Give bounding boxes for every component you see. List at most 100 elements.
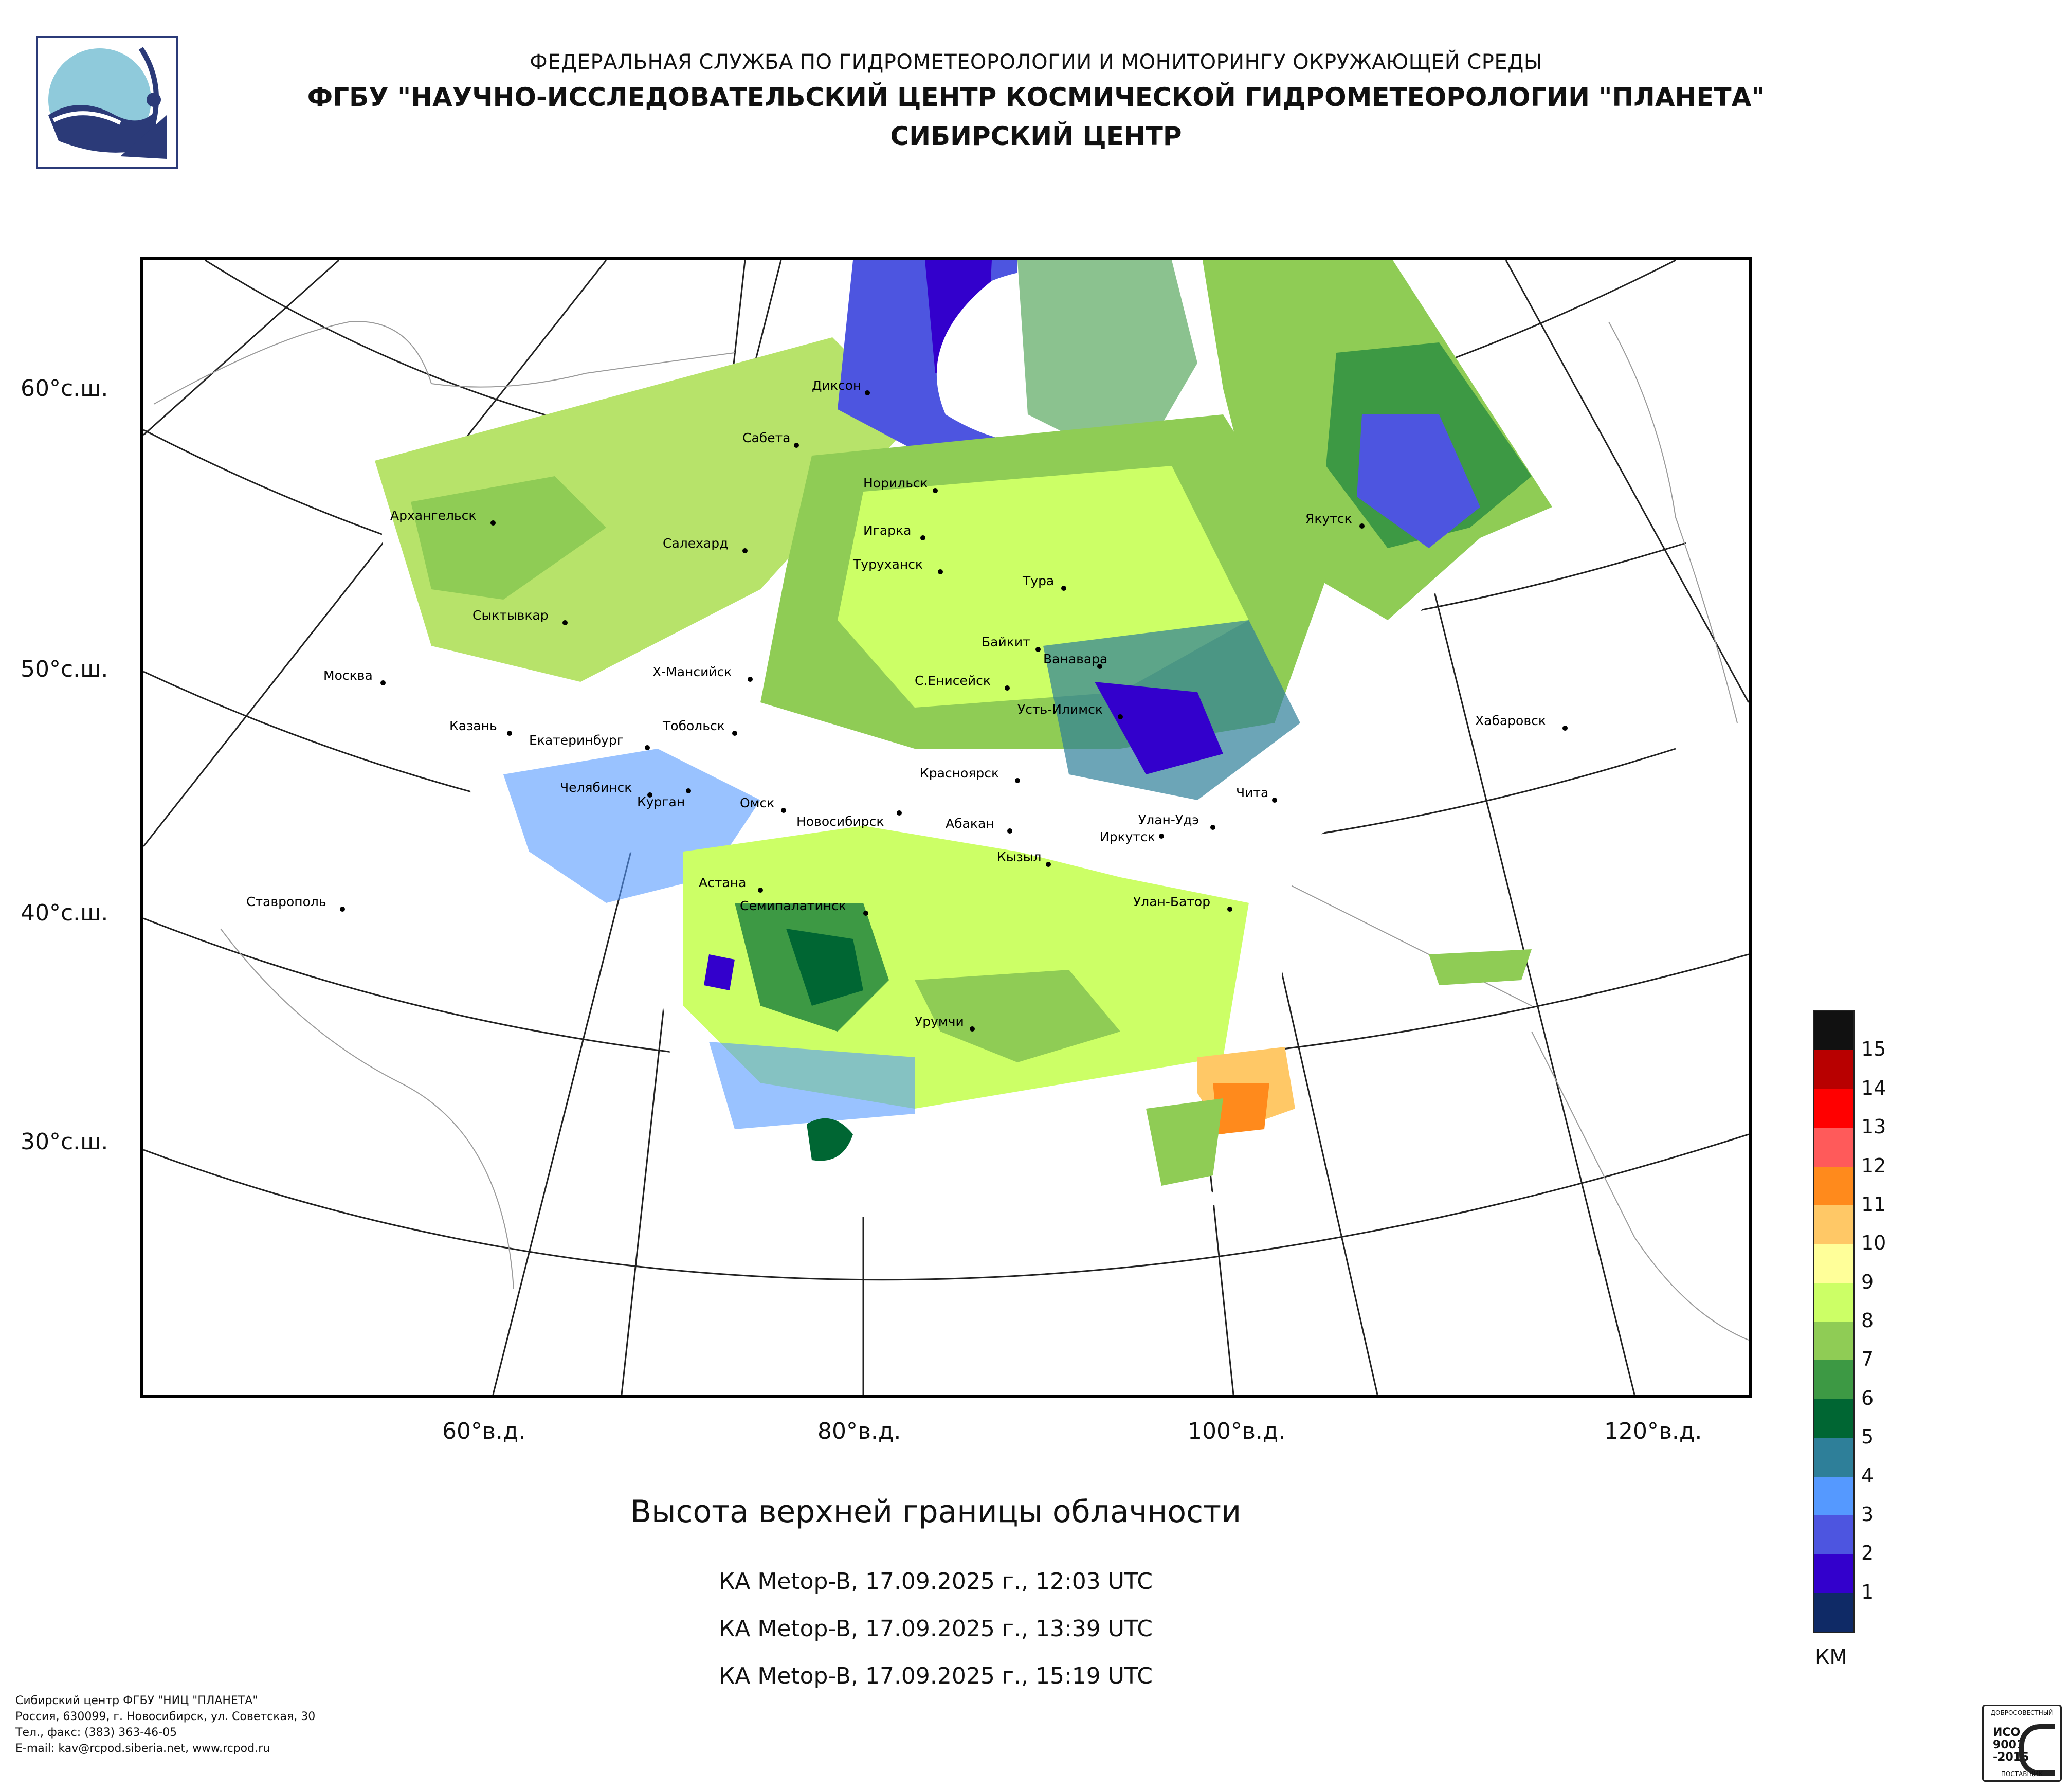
city-dot-omsk [781,808,786,813]
legend-bin [1814,1282,1853,1322]
city-label-salekhard: Салехард [663,536,728,551]
iso-badge: ДОБРОСОВЕСТНЫЙ ИСО 9001 -2015 ПОСТАВЩИК [1982,1705,2062,1782]
city-label-khmansiysk: Х-Мансийск [652,664,732,679]
city-dot-sabeta [794,443,799,448]
legend-bin [1814,1399,1853,1439]
map-graphics: Диксон Сабета Норильск Архангельск Игарк… [143,260,1749,1395]
city-dot-tura [1061,586,1066,591]
city-markers: Диксон Сабета Норильск Архангельск Игарк… [246,378,1568,1032]
legend-level-label: 5 [1861,1425,1874,1449]
city-dot-turukhansk [938,569,943,574]
satellite-pass-1: КА Metop-B, 17.09.2025 г., 12:03 UTC [719,1568,1153,1595]
city-label-s-yeniseysk: С.Енисейск [915,673,991,688]
legend-level-label: 10 [1861,1232,1886,1255]
legend-bin [1814,1554,1853,1594]
city-dot-tobolsk [732,731,737,736]
meridian-120 [1505,260,1749,703]
legend-bin [1814,1322,1853,1361]
legend-bin [1814,1476,1853,1516]
city-label-vanavara: Ванавара [1043,652,1107,666]
meridian-50 [143,260,607,847]
lat-label-50: 50°с.ш. [21,656,108,682]
legend-bin [1814,1244,1853,1283]
footer-line-4: E-mail: kav@rcpod.siberia.net, www.rcpod… [15,1742,270,1755]
header-agency: ФЕДЕРАЛЬНАЯ СЛУЖБА ПО ГИДРОМЕТЕОРОЛОГИИ … [530,50,1542,74]
lat-label-30: 30°с.ш. [21,1129,108,1155]
city-label-chita: Чита [1236,785,1268,800]
legend-bin [1814,1128,1853,1167]
legend-level-label: 4 [1861,1464,1874,1487]
city-label-ulan-bator: Улан-Батор [1133,894,1210,909]
city-dot-moskva [380,680,386,685]
iso-c-icon [2019,1724,2055,1776]
city-label-igarka: Игарка [863,523,911,538]
legend-level-label: 6 [1861,1386,1874,1409]
city-label-semipalatinsk: Семипалатинск [740,898,846,913]
city-dot-ulan-bator [1227,907,1232,912]
city-label-urumqi: Урумчи [915,1014,964,1029]
city-label-turukhansk: Туруханск [852,557,923,572]
footer-line-3: Тел., факс: (383) 363-46-05 [15,1726,177,1739]
legend-bin [1814,1089,1853,1129]
legend-bin [1814,1166,1853,1206]
city-label-tobolsk: Тобольск [662,718,725,733]
city-dot-chita [1272,798,1277,803]
legend-bin [1814,1438,1853,1477]
city-dot-arkhangelsk [490,520,496,526]
city-label-krasnoyarsk: Красноярск [920,766,999,781]
legend-level-label: 12 [1861,1154,1886,1177]
city-dot-irkutsk [1159,834,1164,839]
legend-bin [1814,1050,1853,1090]
city-label-kazan: Казань [449,718,497,733]
city-label-ulan-ude: Улан-Удэ [1138,812,1199,827]
city-dot-chelyabinsk [647,792,652,798]
satellite-pass-3: КА Metop-B, 17.09.2025 г., 15:19 UTC [719,1663,1153,1689]
city-dot-semipalatinsk [863,911,868,916]
city-label-arkhangelsk: Архангельск [390,508,477,523]
city-dot-s-yeniseysk [1005,685,1010,691]
city-label-kurgan: Курган [637,794,685,809]
city-dot-krasnoyarsk [1015,778,1020,783]
legend-unit: КМ [1815,1645,1847,1669]
legend-bin [1814,1360,1853,1400]
city-dot-vanavara [1097,664,1102,669]
lon-label-80: 80°в.д. [817,1418,901,1444]
iso-badge-bottom: ПОСТАВЩИК [2001,1770,2043,1778]
city-dot-syktyvkar [562,620,568,625]
satellite-pass-2: КА Metop-B, 17.09.2025 г., 13:39 UTC [719,1616,1153,1642]
city-dot-stavropol [340,907,345,912]
city-dot-khabarovsk [1562,726,1568,731]
lon-label-120: 120°в.д. [1604,1418,1702,1444]
city-dot-ulan-ude [1210,825,1215,830]
city-dot-dikson [865,390,870,395]
city-label-moskva: Москва [323,668,373,683]
city-label-norilsk: Норильск [863,476,928,491]
legend-level-label: 8 [1861,1309,1874,1332]
city-dot-kyzyl [1046,862,1051,867]
footer-line-1: Сибирский центр ФГБУ "НИЦ "ПЛАНЕТА" [15,1694,258,1707]
city-dot-yakutsk [1359,523,1365,529]
legend-level-label: 9 [1861,1270,1874,1293]
lon-label-100: 100°в.д. [1188,1418,1286,1444]
city-label-stavropol: Ставрополь [246,894,326,909]
city-label-yakutsk: Якутск [1305,511,1352,526]
city-label-novosibirsk: Новосибирск [796,814,884,829]
legend-bin [1814,1593,1853,1632]
city-label-baykit: Байкит [982,635,1030,649]
city-label-omsk: Омск [740,795,774,810]
iso-badge-top: ДОБРОСОВЕСТНЫЙ [1990,1709,2053,1716]
city-dot-khmansiysk [748,677,753,682]
cloud-swath [375,260,1552,1263]
legend-level-label: 7 [1861,1348,1874,1371]
city-dot-baykit [1035,647,1041,652]
lat-label-40: 40°с.ш. [21,900,108,926]
parallel-30 [143,1133,1749,1281]
city-label-syktyvkar: Сыктывкар [472,608,549,623]
legend-level-label: 1 [1861,1580,1874,1603]
color-legend [1813,1010,1855,1633]
header-institute: ФГБУ "НАУЧНО-ИССЛЕДОВАТЕЛЬСКИЙ ЦЕНТР КОС… [307,82,1765,112]
city-dot-kazan [507,731,512,736]
city-label-kyzyl: Кызыл [997,849,1042,864]
city-label-ust-ilimsk: Усть-Илимск [1017,702,1103,717]
city-dot-ust-ilimsk [1118,714,1123,719]
